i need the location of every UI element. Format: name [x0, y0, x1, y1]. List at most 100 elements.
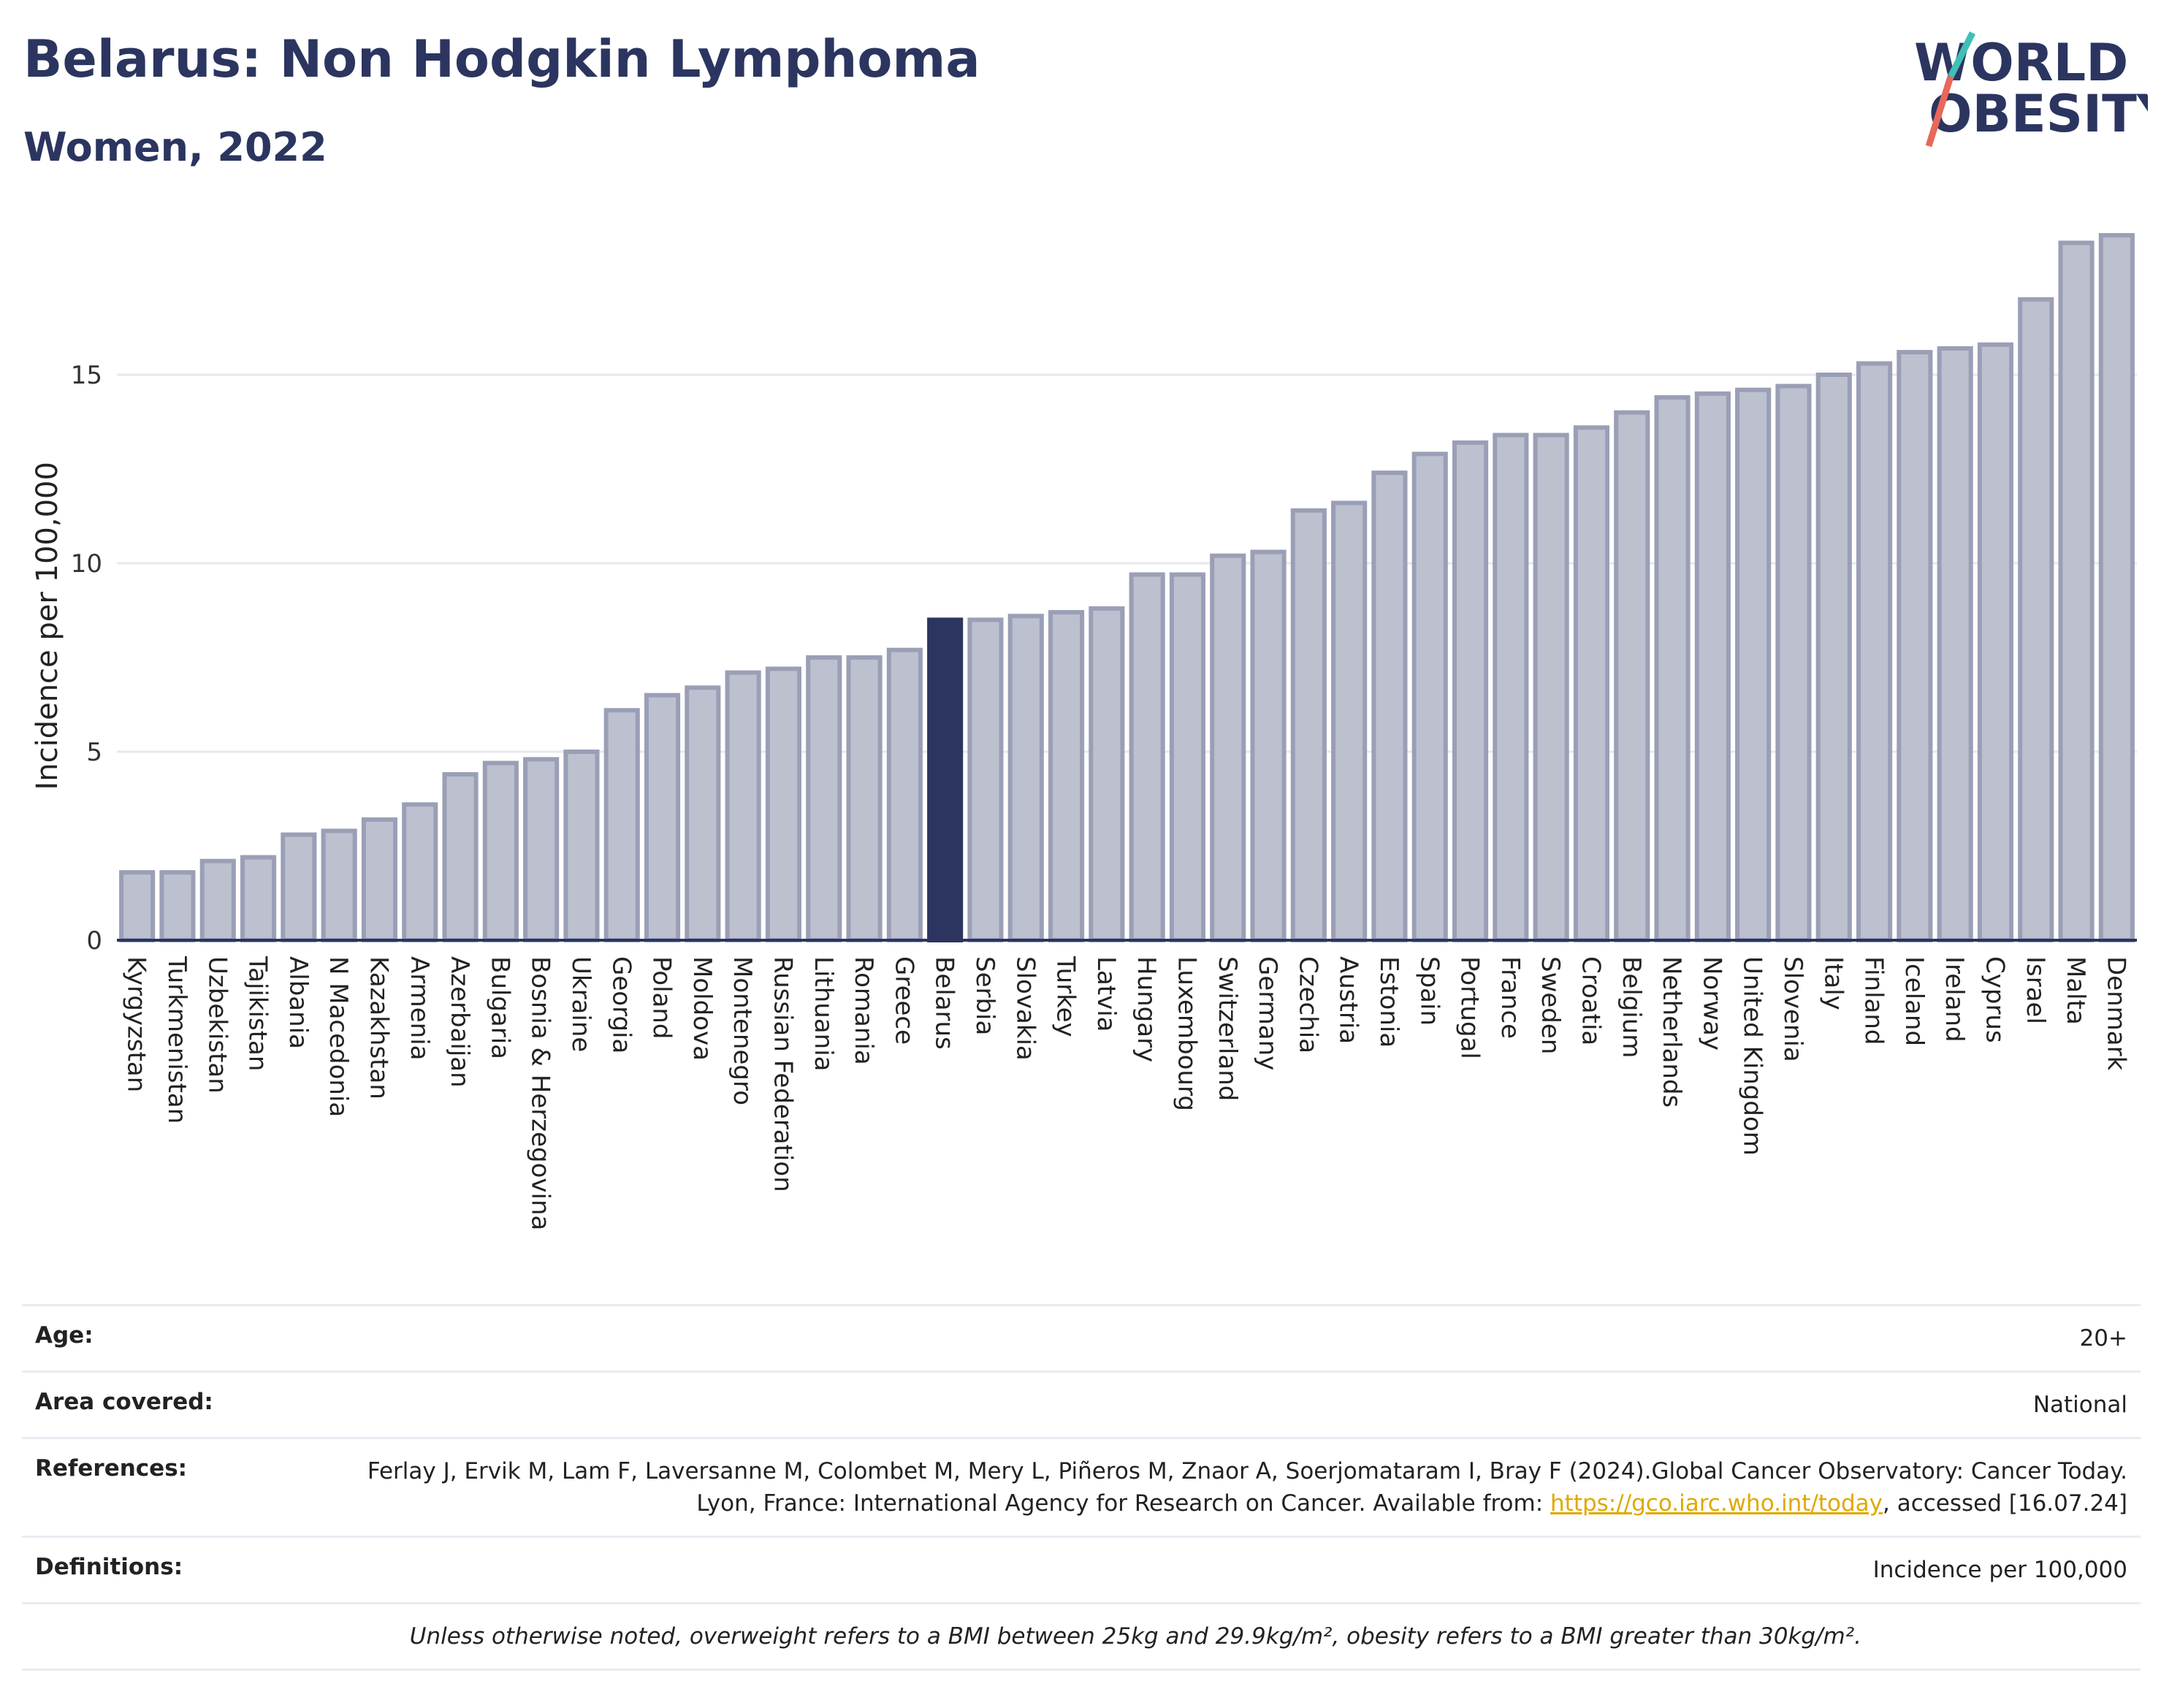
bar-switzerland — [1210, 553, 1246, 942]
y-axis-label: Incidence per 100,000 — [31, 462, 64, 790]
references-suffix: , accessed [16.07.24] — [1882, 1490, 2127, 1517]
references-row: References: Ferlay J, Ervik M, Lam F, La… — [22, 1439, 2141, 1538]
bar-luxembourg — [1169, 572, 1206, 942]
x-tick-label: Spain — [1414, 956, 1444, 1026]
bar-spain — [1411, 451, 1448, 942]
x-tick-label: Georgia — [606, 956, 636, 1053]
x-tick-label: Germany — [1253, 956, 1282, 1070]
bar-montenegro — [725, 670, 761, 942]
logo-slash-teal — [1947, 31, 1976, 79]
bar-cyprus — [1977, 342, 2014, 943]
x-tick-label: Serbia — [970, 956, 999, 1035]
bar-croatia — [1573, 425, 1610, 942]
bar-bosnia-herzegovina — [523, 757, 560, 942]
x-tick-label: Tajikistan — [243, 956, 272, 1071]
bar-belarus — [927, 617, 964, 943]
x-tick-label: Armenia — [405, 956, 434, 1061]
x-tick-label: Bosnia & Herzegovina — [526, 956, 555, 1230]
bar-romania — [846, 655, 883, 942]
definitions-row: Definitions: Incidence per 100,000 — [22, 1538, 2141, 1604]
x-tick-label: Uzbekistan — [202, 956, 232, 1094]
bar-united-kingdom — [1735, 387, 1772, 942]
bar-georgia — [603, 708, 640, 942]
bar-czechia — [1290, 508, 1327, 942]
x-tick-label: Croatia — [1576, 956, 1605, 1045]
bar-finland — [1856, 361, 1893, 942]
age-value: 20+ — [2079, 1325, 2127, 1351]
metadata-table: Age: 20+ Area covered: National Referenc… — [22, 1304, 2141, 1671]
bar-serbia — [967, 617, 1004, 943]
area-row: Area covered: National — [22, 1373, 2141, 1439]
logo-line2: OBESITY — [1929, 84, 2148, 144]
references-value: Ferlay J, Ervik M, Lam F, Laversanne M, … — [301, 1455, 2127, 1520]
bar-germany — [1250, 549, 1287, 942]
bar-norway — [1694, 391, 1731, 942]
bar-portugal — [1452, 440, 1489, 942]
x-tick-label: Kazakhstan — [364, 956, 393, 1099]
bar-lithuania — [806, 655, 842, 942]
bar-latvia — [1089, 606, 1125, 942]
bar-azerbaijan — [442, 771, 479, 942]
bar-turkey — [1048, 610, 1085, 943]
bar-slovakia — [1007, 614, 1044, 942]
bar-denmark — [2098, 233, 2135, 942]
bar-france — [1493, 432, 1529, 942]
bar-belgium — [1614, 410, 1650, 942]
area-value: National — [2032, 1392, 2127, 1418]
bar-russian-federation — [765, 666, 802, 942]
x-tick-label: Ukraine — [566, 956, 595, 1052]
x-tick-label: Malta — [2061, 956, 2090, 1025]
x-tick-label: Slovenia — [1778, 956, 1807, 1062]
bar-malta — [2058, 240, 2095, 942]
bar-ukraine — [563, 750, 600, 942]
x-tick-label: Poland — [647, 956, 676, 1040]
note-row: Unless otherwise noted, overweight refer… — [22, 1604, 2141, 1671]
x-tick-label: Belarus — [930, 956, 959, 1050]
x-tick-label: Greece — [889, 956, 918, 1045]
x-tick-label: Luxembourg — [1172, 956, 1201, 1111]
x-tick-label: Kyrgyzstan — [122, 956, 151, 1092]
bar-greece — [886, 647, 923, 942]
x-tick-label: Finland — [1859, 956, 1889, 1045]
x-tick-label: United Kingdom — [1738, 956, 1767, 1156]
definitions-label: Definitions: — [35, 1554, 183, 1580]
x-tick-label: Italy — [1818, 956, 1848, 1010]
x-tick-label: Iceland — [1899, 956, 1929, 1046]
bar-austria — [1331, 500, 1368, 942]
x-tick-label: Bulgaria — [485, 956, 514, 1059]
x-tick-label: Estonia — [1374, 956, 1403, 1048]
x-tick-label: Moldova — [687, 956, 717, 1061]
logo-slash-coral — [1925, 75, 1954, 148]
bar-bulgaria — [482, 760, 519, 942]
x-tick-label: Belgium — [1617, 956, 1646, 1058]
world-obesity-logo: WORLD OBESITY — [1914, 31, 2148, 148]
x-tick-label: Austria — [1334, 956, 1363, 1044]
x-tick-label: Slovakia — [1010, 956, 1040, 1061]
bar-slovenia — [1775, 384, 1812, 942]
x-tick-labels: Kyrgyzstan Turkmenistan Uzbekistan Tajikist… — [122, 956, 2131, 1230]
x-tick-label: Netherlands — [1657, 956, 1686, 1107]
bars — [119, 233, 2135, 943]
x-tick-label: Czechia — [1293, 956, 1322, 1053]
page-subtitle: Women, 2022 — [23, 124, 327, 170]
y-tick-label: 0 — [86, 926, 102, 956]
bar-kazakhstan — [361, 817, 398, 942]
x-tick-label: Turkey — [1051, 956, 1080, 1037]
bmi-note: Unless otherwise noted, overweight refer… — [409, 1623, 1861, 1650]
bar-kyrgyzstan — [119, 870, 156, 942]
x-tick-label: Sweden — [1536, 956, 1565, 1054]
y-tick-label: 10 — [71, 549, 102, 579]
y-tick-label: 15 — [71, 361, 102, 390]
x-tick-label: Latvia — [1091, 956, 1121, 1032]
y-tick-labels: 0 5 10 15 — [71, 361, 102, 956]
bar-armenia — [402, 802, 438, 942]
age-label: Age: — [35, 1322, 94, 1349]
x-tick-label: Ireland — [1940, 956, 1969, 1042]
x-tick-label: Montenegro — [728, 956, 757, 1105]
references-link[interactable]: https://gco.iarc.who.int/today — [1550, 1490, 1883, 1517]
age-row: Age: 20+ — [22, 1306, 2141, 1373]
x-tick-label: Lithuania — [809, 956, 838, 1071]
bar-tajikistan — [240, 855, 277, 942]
bar-chart: 0 5 10 15 Kyrgyzstan Turkmenistan Uzbekistan T… — [31, 233, 2137, 1230]
references-label: References: — [35, 1455, 188, 1482]
